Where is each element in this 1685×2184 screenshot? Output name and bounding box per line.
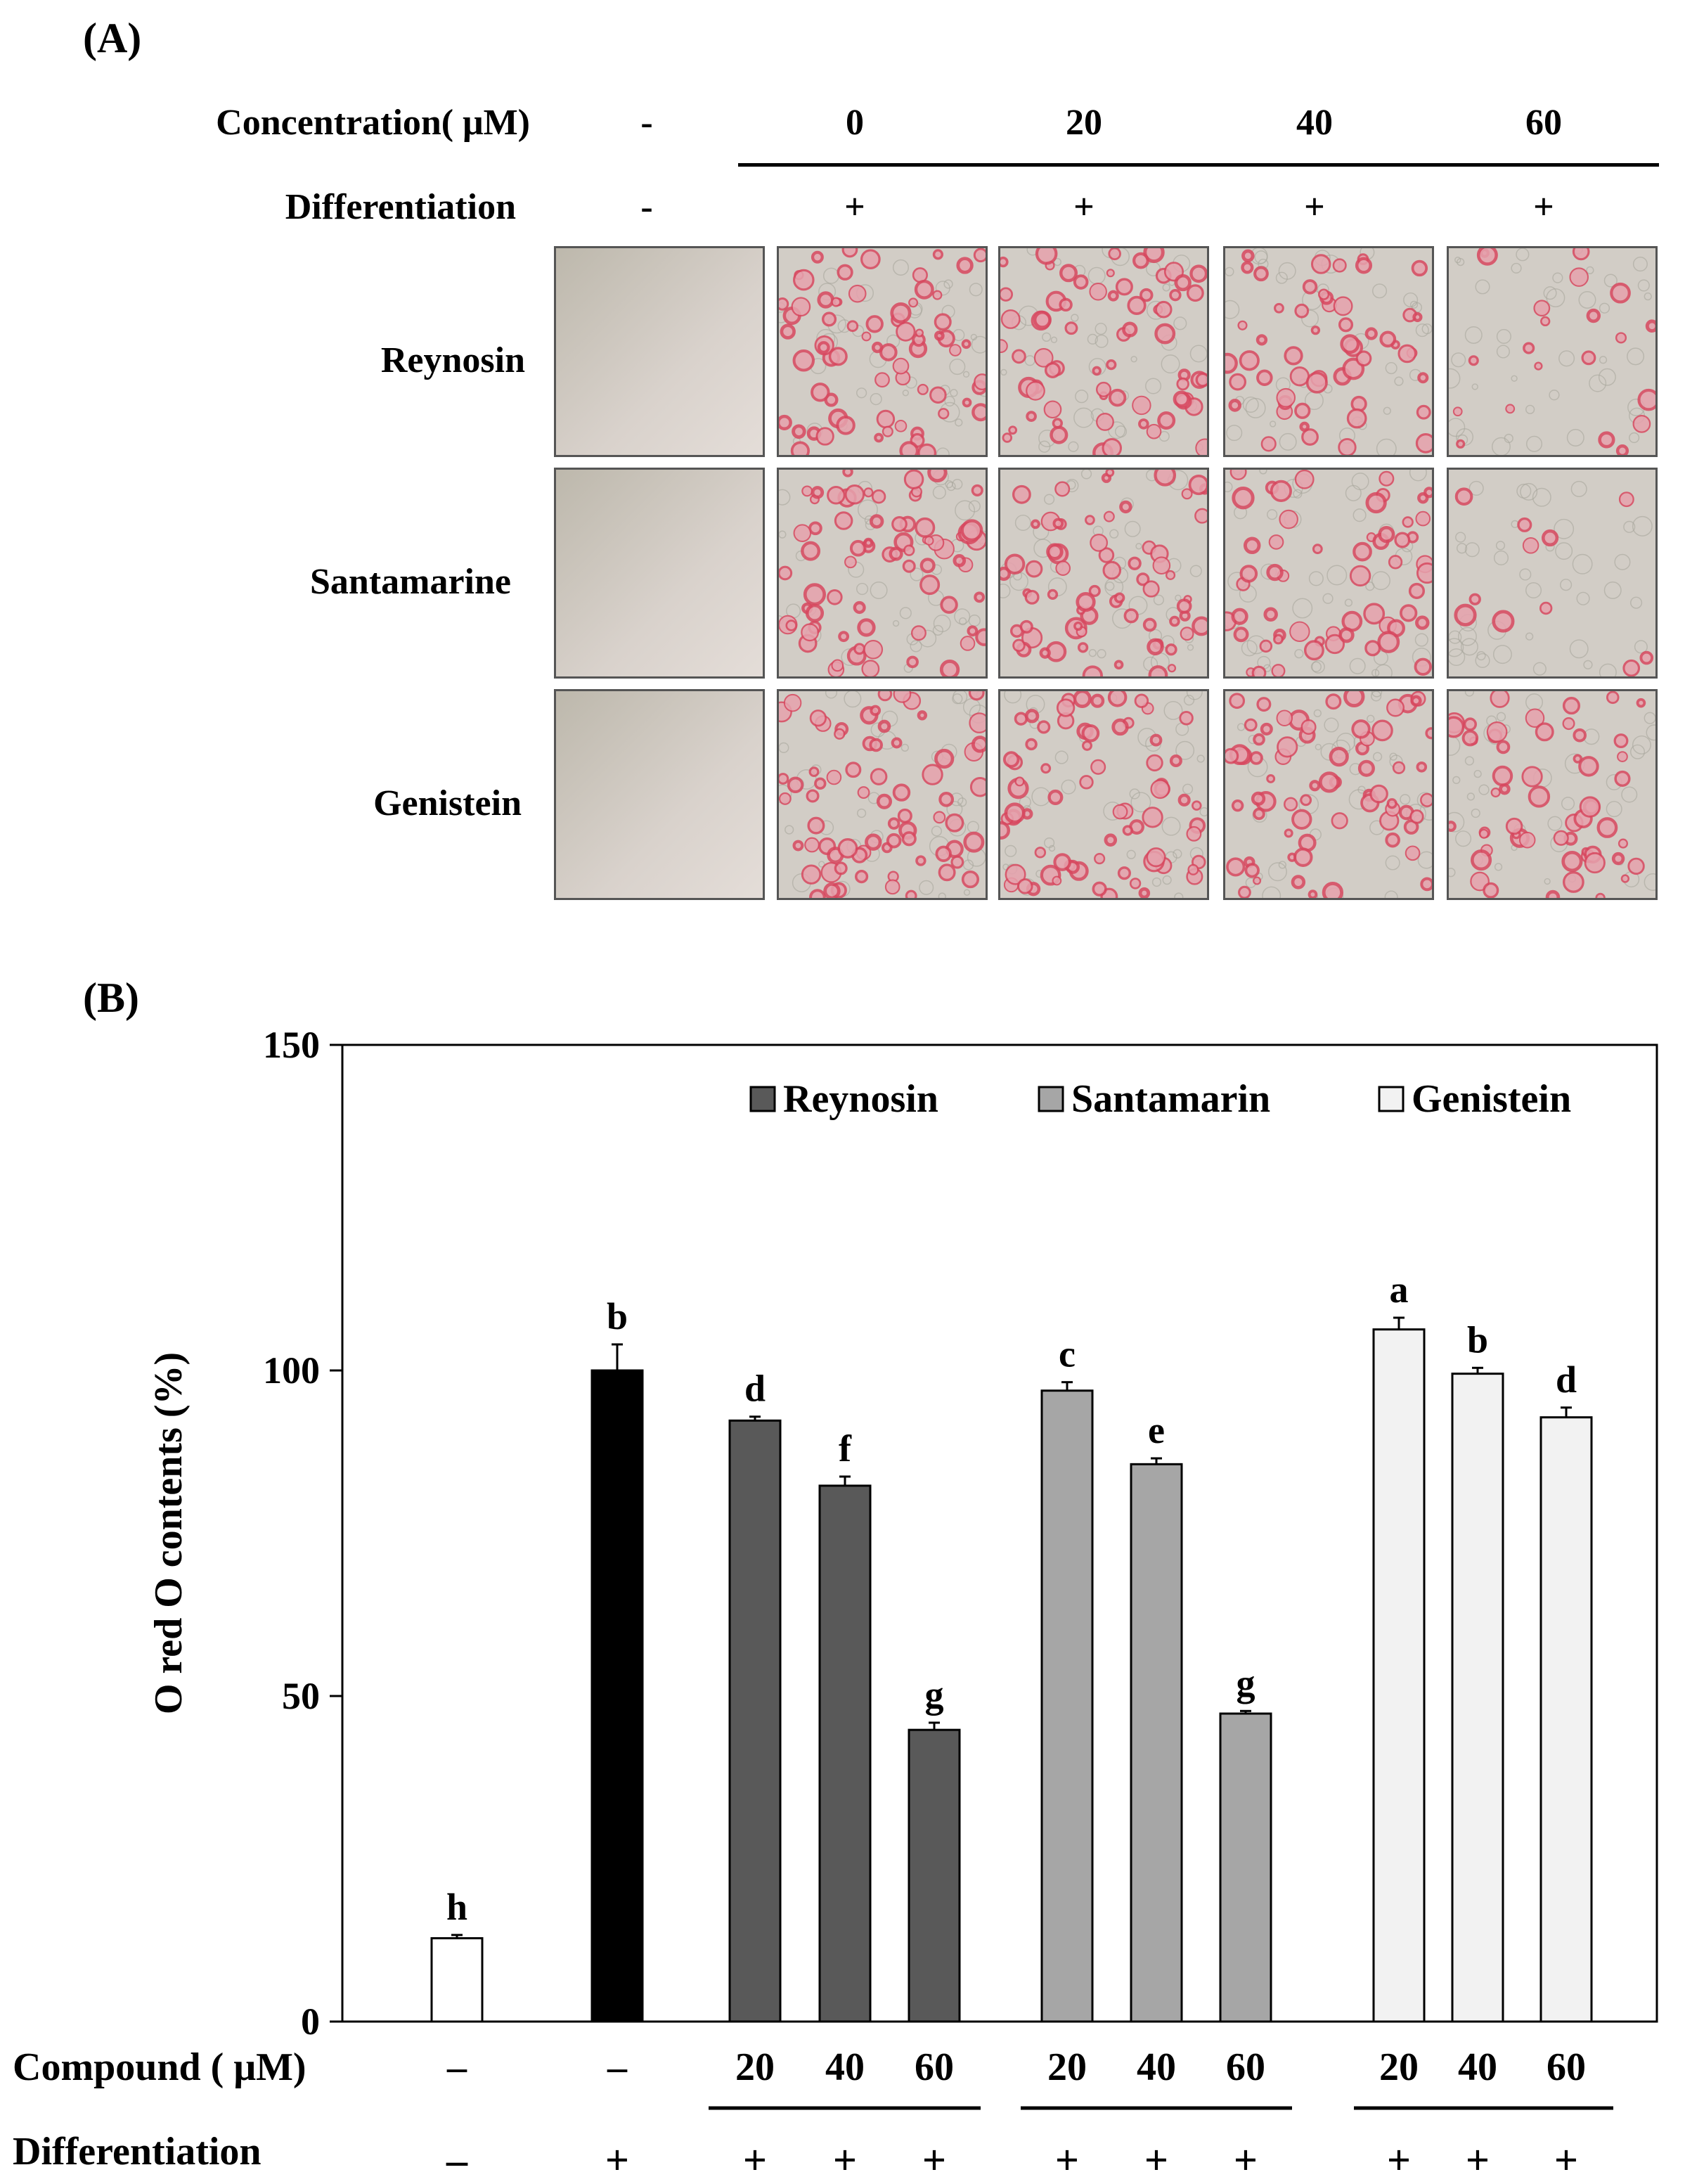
compound-value: 40: [825, 2045, 865, 2089]
legend-swatch: [1038, 1086, 1064, 1112]
differentiation-value: +: [743, 2137, 767, 2183]
bar: [1539, 1416, 1593, 2023]
differentiation-value: +: [833, 2137, 857, 2183]
conc-col-1: -: [640, 103, 653, 143]
diff-col-2: +: [844, 187, 865, 227]
micrograph-genistein-3: [1223, 689, 1434, 900]
significance-letter: b: [607, 1295, 628, 1337]
row-label-genistein: Genistein: [373, 783, 522, 823]
micrograph-genistein-0: [554, 689, 765, 900]
y-tick-label: 50: [282, 1675, 320, 1717]
compound-value: 60: [1226, 2045, 1265, 2089]
compound-value: 60: [1547, 2045, 1586, 2089]
compound-value: 20: [1047, 2045, 1087, 2089]
diff-col-3: +: [1073, 187, 1095, 227]
bar: [1130, 1463, 1183, 2023]
bar: [590, 1369, 644, 2023]
diff-col-5: +: [1533, 187, 1554, 227]
bar: [908, 1728, 961, 2023]
micrograph-reynosin-1: [777, 246, 988, 457]
conc-col-3: 20: [1066, 103, 1102, 143]
conc-col-2: 0: [846, 103, 864, 143]
compound-value: 40: [1458, 2045, 1497, 2089]
diff-col-4: +: [1304, 187, 1325, 227]
plot-frame: [341, 1043, 1658, 2023]
differentiation-value: +: [922, 2137, 946, 2183]
significance-letter: h: [446, 1886, 467, 1928]
differentiation-value: +: [1055, 2137, 1079, 2183]
bar: [1040, 1389, 1094, 2023]
micrograph-genistein-1: [777, 689, 988, 900]
significance-letter: d: [744, 1368, 766, 1410]
legend-label: Santamarin: [1071, 1077, 1270, 1121]
differentiation-value: –: [446, 2137, 468, 2183]
panel-a-label: (A): [83, 15, 142, 61]
y-axis-label: O red O contents (%): [147, 1352, 191, 1714]
conc-col-5: 60: [1525, 103, 1562, 143]
bar: [1451, 1373, 1504, 2023]
compound-label: Compound ( μM): [13, 2045, 306, 2089]
y-tick-label: 100: [263, 1349, 320, 1392]
significance-letter: g: [1237, 1662, 1255, 1704]
micrograph-genistein-4: [1447, 689, 1658, 900]
significance-letter: g: [925, 1674, 944, 1716]
micrograph-reynosin-0: [554, 246, 765, 457]
significance-letter: c: [1059, 1333, 1076, 1375]
bar: [430, 1936, 484, 2023]
micrograph-genistein-2: [998, 689, 1209, 900]
differentiation-value: +: [1554, 2137, 1578, 2183]
differentiation-value: +: [1234, 2137, 1258, 2183]
legend-swatch: [1378, 1086, 1405, 1112]
compound-value: –: [446, 2045, 467, 2089]
differentiation-value: +: [1466, 2137, 1490, 2183]
significance-letter: b: [1467, 1318, 1488, 1361]
significance-letter: e: [1148, 1409, 1165, 1451]
compound-value: 20: [1379, 2045, 1419, 2089]
compound-value: 60: [915, 2045, 954, 2089]
diff-col-1: -: [640, 187, 653, 227]
y-tick-label: 0: [301, 2000, 320, 2043]
concentration-bracket-line: [738, 163, 1659, 167]
significance-letter: d: [1556, 1358, 1577, 1401]
row-label-santamarine: Santamarine: [310, 562, 511, 602]
compound-value: 20: [735, 2045, 775, 2089]
differentiation-value: +: [1144, 2137, 1168, 2183]
micrograph-reynosin-4: [1447, 246, 1658, 457]
micrograph-santamarine-2: [998, 468, 1209, 679]
bar: [818, 1484, 872, 2023]
compound-value: 40: [1137, 2045, 1176, 2089]
row-label-reynosin: Reynosin: [380, 340, 525, 380]
bar: [1372, 1328, 1426, 2023]
micrograph-santamarine-4: [1447, 468, 1658, 679]
panel-b-label: (B): [83, 975, 139, 1021]
micrograph-santamarine-0: [554, 468, 765, 679]
differentiation-label-b: Differentiation: [13, 2130, 262, 2173]
bar: [728, 1419, 782, 2023]
micrograph-santamarine-1: [777, 468, 988, 679]
compound-value: –: [607, 2045, 628, 2089]
legend-swatch: [749, 1086, 776, 1112]
concentration-label: Concentration( μM): [216, 103, 530, 143]
y-tick-label: 150: [263, 1024, 320, 1066]
differentiation-value: +: [1387, 2137, 1411, 2183]
legend-label: Reynosin: [783, 1077, 938, 1121]
differentiation-value: +: [605, 2137, 629, 2183]
micrograph-reynosin-3: [1223, 246, 1434, 457]
differentiation-label-a: Differentiation: [285, 187, 516, 227]
conc-col-4: 40: [1296, 103, 1333, 143]
significance-letter: a: [1390, 1268, 1409, 1311]
micrograph-santamarine-3: [1223, 468, 1434, 679]
micrograph-reynosin-2: [998, 246, 1209, 457]
legend-label: Genistein: [1412, 1077, 1571, 1121]
bar: [1219, 1712, 1272, 2023]
significance-letter: f: [839, 1427, 852, 1470]
